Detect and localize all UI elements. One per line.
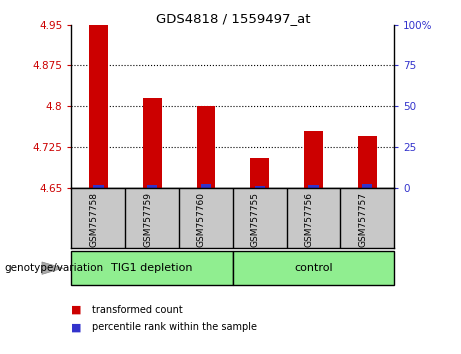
Bar [358,136,377,188]
Text: ■: ■ [71,305,82,315]
Bar [254,186,265,188]
Bar [250,158,269,188]
Bar [362,184,372,188]
Text: control: control [294,263,333,273]
Text: GSM757758: GSM757758 [89,193,98,247]
Bar [147,185,157,188]
Text: GSM757756: GSM757756 [304,193,313,247]
Text: percentile rank within the sample: percentile rank within the sample [92,322,257,332]
Bar [233,251,394,285]
Bar [308,185,319,188]
Polygon shape [42,262,63,274]
Bar [93,185,104,188]
Text: GSM757755: GSM757755 [251,193,260,247]
Bar [201,184,211,188]
Text: genotype/variation: genotype/variation [5,263,104,273]
Text: GSM757759: GSM757759 [143,193,152,247]
Bar [304,131,323,188]
Text: GDS4818 / 1559497_at: GDS4818 / 1559497_at [155,12,310,25]
Text: transformed count: transformed count [92,305,183,315]
Bar [71,251,233,285]
Bar [196,106,215,188]
Text: TIG1 depletion: TIG1 depletion [112,263,193,273]
Text: ■: ■ [71,322,82,332]
Text: GSM757760: GSM757760 [197,193,206,247]
Text: GSM757757: GSM757757 [358,193,367,247]
Bar [143,98,161,188]
Bar [89,25,108,188]
